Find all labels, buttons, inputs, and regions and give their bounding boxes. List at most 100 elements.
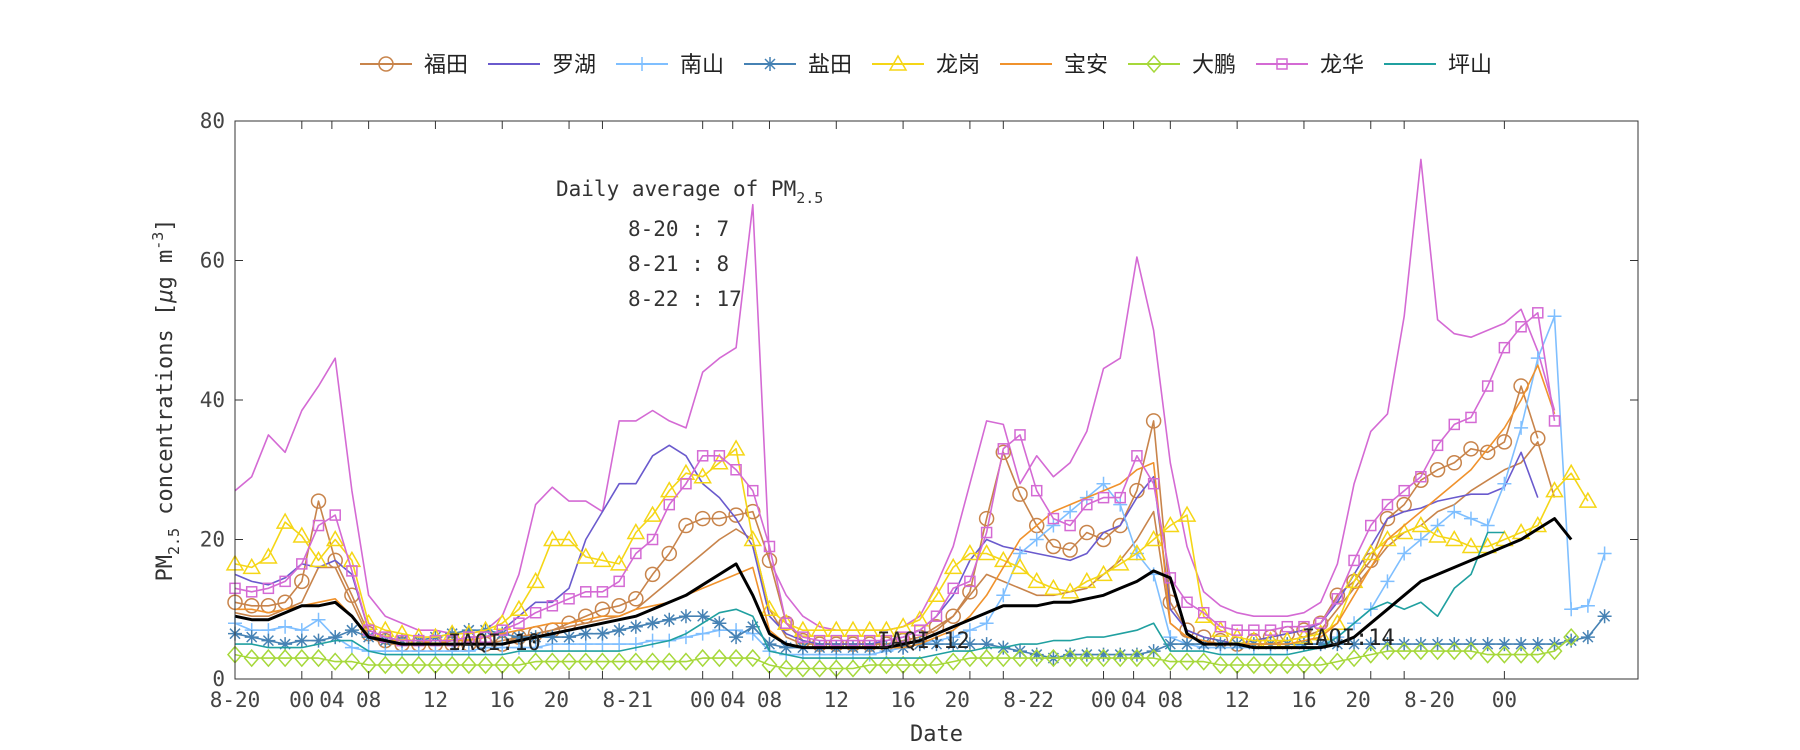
data-point (1463, 511, 1478, 526)
x-tick-label: 00 (289, 688, 314, 712)
data-point (914, 624, 926, 636)
y-tick-label: 0 (212, 667, 225, 691)
legend-item: 福田 (360, 53, 468, 78)
data-point (243, 598, 260, 614)
data-point (1079, 524, 1095, 541)
data-point (1497, 637, 1512, 652)
data-point (794, 659, 811, 678)
data-point (496, 624, 508, 636)
data-point (544, 652, 561, 671)
data-point (860, 620, 879, 637)
data-point (1314, 617, 1327, 629)
data-point (730, 464, 742, 476)
data-point (662, 612, 677, 627)
data-point (628, 637, 643, 652)
data-point (729, 630, 744, 645)
data-point (1448, 418, 1461, 431)
data-point (1296, 637, 1311, 652)
data-point (1177, 505, 1197, 522)
data-point (294, 573, 310, 590)
data-point (1047, 512, 1060, 525)
data-point (563, 593, 575, 605)
data-point (645, 633, 660, 648)
data-point (1180, 637, 1195, 652)
data-point (996, 588, 1011, 603)
data-point (376, 620, 395, 637)
data-point (242, 557, 261, 575)
data-point (344, 623, 359, 638)
data-point (694, 510, 711, 527)
annotation-title: Daily average of PM2.5 (556, 177, 823, 207)
y-tick-label: 40 (200, 388, 225, 412)
data-point (930, 610, 943, 622)
legend-label: 盐田 (808, 53, 852, 78)
series-line-10 (234, 441, 1556, 645)
data-point (1211, 620, 1230, 637)
data-point (611, 652, 628, 671)
x-tick-label: 08 (757, 688, 782, 712)
x-tick-label: 16 (490, 688, 515, 712)
data-point (1497, 476, 1512, 491)
data-point (1529, 645, 1546, 664)
data-point (1496, 434, 1513, 450)
x-tick-label: 08 (1158, 688, 1183, 712)
data-point (763, 57, 777, 71)
data-point (680, 477, 692, 490)
data-point (1528, 516, 1548, 533)
data-point (980, 526, 993, 539)
series-line (234, 158, 1556, 635)
data-point (479, 631, 492, 643)
data-point (277, 648, 294, 668)
legend-item: 龙华 (1256, 53, 1364, 78)
legend-item: 宝安 (1000, 53, 1108, 78)
data-point (377, 655, 394, 675)
data-point (880, 634, 893, 647)
annotation-line: 8-21 : 8 (628, 252, 729, 276)
data-point (1128, 648, 1145, 668)
data-point (1012, 648, 1029, 668)
data-point (260, 648, 277, 668)
data-point (1313, 637, 1328, 652)
data-point (644, 566, 661, 583)
data-point (1446, 455, 1463, 471)
data-point (1197, 606, 1210, 619)
data-point (1564, 633, 1579, 648)
data-point (1063, 504, 1078, 519)
data-point (1127, 543, 1147, 561)
data-point (1094, 564, 1113, 582)
y-axis-label-close: ] (153, 218, 178, 231)
x-tick-label: 8-22 (1003, 688, 1054, 712)
data-point (378, 56, 394, 72)
y-axis-label-unit: g m (153, 250, 178, 290)
data-point (328, 630, 343, 645)
data-point (1245, 655, 1262, 675)
data-point (1413, 532, 1428, 547)
data-point (711, 648, 728, 668)
x-tick-label: 04 (319, 688, 344, 712)
data-point (311, 612, 326, 627)
data-point (344, 640, 359, 655)
data-point (1131, 450, 1143, 462)
data-point (962, 623, 977, 638)
data-point (1515, 321, 1527, 333)
data-point (543, 529, 562, 547)
data-point (1481, 380, 1494, 392)
data-point (1548, 415, 1561, 427)
data-point (1498, 341, 1511, 354)
data-point (897, 631, 909, 643)
data-point (964, 575, 976, 588)
data-point (1212, 655, 1229, 675)
data-point (645, 616, 660, 631)
data-point (511, 630, 526, 645)
data-point (630, 547, 642, 560)
data-point (1530, 637, 1545, 652)
data-point (1062, 648, 1079, 668)
data-point (1447, 504, 1462, 519)
data-point (461, 623, 476, 638)
data-point (275, 512, 295, 529)
data-point (1195, 652, 1212, 671)
data-point (810, 620, 829, 637)
data-point (529, 606, 542, 619)
series-line-11 (234, 517, 1573, 650)
data-point (1365, 519, 1377, 532)
